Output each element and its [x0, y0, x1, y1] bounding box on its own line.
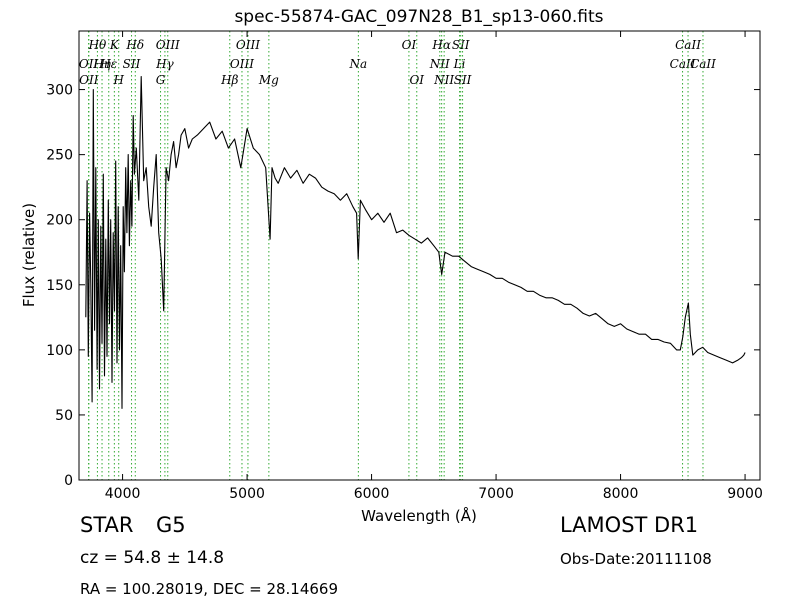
object-type: STAR	[80, 513, 134, 537]
line-marker-label: OI	[402, 38, 417, 52]
line-marker-label: G	[156, 73, 166, 87]
line-marker-label: Na	[349, 57, 368, 71]
spectral-subclass: G5	[156, 513, 186, 537]
line-marker-label: NII	[429, 57, 450, 71]
line-marker-label: CaII	[675, 38, 701, 52]
x-tick-label: 9000	[727, 486, 763, 502]
line-marker-label: OI	[409, 73, 424, 87]
x-tick-label: 4000	[105, 486, 141, 502]
line-marker-label: SII	[123, 57, 141, 71]
plot-frame	[78, 30, 761, 481]
x-tick-label: 7000	[478, 486, 514, 502]
line-marker-label: H	[112, 73, 124, 87]
y-tick-label: 150	[46, 278, 73, 294]
line-marker-label: NII	[433, 73, 454, 87]
sky-coordinates: RA = 100.28019, DEC = 28.14669	[80, 580, 339, 598]
y-tick-label: 100	[46, 343, 73, 359]
y-tick-label: 250	[46, 148, 73, 164]
y-tick-label: 200	[46, 213, 73, 229]
line-marker-label: OIII	[236, 38, 260, 52]
x-tick-label: 5000	[229, 486, 265, 502]
chart-title: spec-55874-GAC_097N28_B1_sp13-060.fits	[234, 7, 603, 27]
x-tick-label: 8000	[603, 486, 639, 502]
line-marker-label: Mg	[258, 73, 279, 87]
observation-date: Obs-Date:20111108	[560, 550, 712, 568]
line-marker-label: Hδ	[125, 38, 144, 52]
line-marker-label: Hγ	[155, 57, 174, 71]
x-tick-label: 6000	[354, 486, 390, 502]
x-axis-label: Wavelength (Å)	[361, 506, 477, 525]
line-marker-label: Hη	[92, 57, 111, 71]
axis-ticks: 4000 5000 6000 7000 8000 9000 0 50 100 150 200 250 3…	[46, 31, 763, 502]
y-axis-label: Flux (relative)	[20, 203, 38, 307]
line-marker-label: Li	[453, 57, 466, 71]
survey-release: LAMOST DR1	[560, 513, 699, 537]
line-marker-label: Hβ	[220, 73, 238, 87]
line-marker-label: OII	[79, 73, 99, 87]
line-marker-label: SII	[452, 38, 470, 52]
line-marker-label: Hα	[431, 38, 451, 52]
y-tick-label: 50	[55, 408, 73, 424]
line-marker-label: Hε	[99, 57, 117, 71]
line-marker-label: CaII	[690, 57, 716, 71]
y-tick-label: 0	[64, 473, 73, 489]
spectrum-line	[85, 76, 746, 409]
line-marker-label: K	[109, 38, 120, 52]
line-marker-label: OIII	[156, 38, 180, 52]
redshift-value: cz = 54.8 ± 14.8	[80, 548, 225, 568]
line-markers: OIIOIIHθHηHεKHSIIHδGHγOIIIHβOIIIOIIIMgNa…	[79, 31, 716, 480]
line-marker-label: SII	[454, 73, 472, 87]
line-marker-label: CaII	[670, 57, 696, 71]
y-tick-label: 300	[46, 83, 73, 99]
line-marker-label: OIII	[230, 57, 254, 71]
line-marker-label: Hθ	[88, 38, 107, 52]
